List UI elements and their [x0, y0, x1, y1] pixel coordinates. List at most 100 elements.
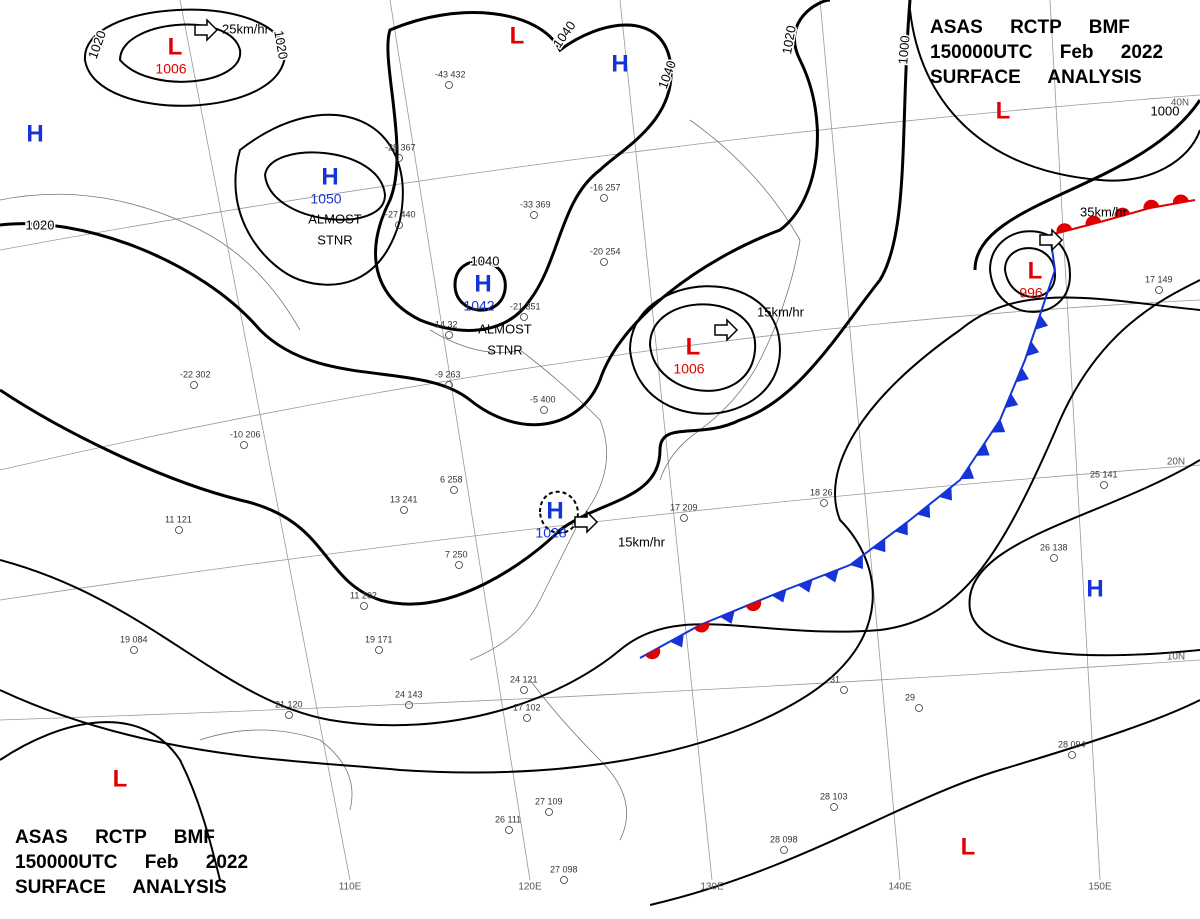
grid-line [389, 0, 531, 881]
station-data: -5 400 [530, 394, 556, 404]
warm-front-symbol [694, 621, 710, 633]
longitude-label: 140E [888, 882, 912, 893]
center-pressure: 1042 [463, 298, 494, 314]
motion-arrow [574, 510, 599, 534]
station-marker [1155, 286, 1163, 294]
coastline [0, 193, 301, 331]
cold-front-symbol [1015, 367, 1029, 383]
station-data: 26 111 [495, 814, 521, 824]
cold-front-symbol [1035, 314, 1049, 330]
grid-line [179, 0, 351, 881]
station-data: 24 143 [395, 689, 423, 699]
station-marker [240, 441, 248, 449]
station-data: -10 206 [230, 429, 261, 439]
station-marker [1068, 751, 1076, 759]
center-pressure: 1028 [535, 525, 566, 541]
station-marker [455, 561, 463, 569]
station-data: 19 171 [365, 634, 393, 644]
station-marker [840, 686, 848, 694]
cold-front-symbol [872, 538, 886, 553]
center-pressure: 1006 [155, 61, 186, 77]
station-marker [285, 711, 293, 719]
cold-front-symbol [771, 589, 787, 603]
station-data: -33 369 [520, 199, 551, 209]
longitude-label: 150E [1088, 882, 1112, 893]
station-marker [505, 826, 513, 834]
isobar [83, 8, 287, 107]
latitude-label: 20N [1167, 457, 1185, 468]
isobar [263, 151, 387, 221]
grid-line [1049, 0, 1101, 881]
motion-label: 25km/hr [222, 21, 270, 36]
center-symbol: L [1028, 257, 1043, 284]
cold-front-symbol [823, 569, 839, 583]
isobar-label: 1000 [895, 35, 912, 65]
station-data: -43 432 [435, 69, 466, 79]
station-marker [820, 499, 828, 507]
station-data: 17 209 [670, 502, 698, 512]
graticule [0, 0, 1200, 881]
station-data: 31 [830, 674, 840, 684]
station-marker [530, 211, 538, 219]
coastline [659, 119, 801, 481]
station-marker [560, 876, 568, 884]
station-data: 13 241 [390, 494, 418, 504]
fronts [639, 194, 1196, 660]
cold-front-symbol [991, 419, 1006, 433]
station-marker [1100, 481, 1108, 489]
isobar [648, 303, 757, 392]
motion-arrow [194, 18, 219, 42]
header-line: 150000UTC Feb 2022 [15, 852, 248, 873]
isobar [988, 230, 1072, 313]
station-marker [830, 803, 838, 811]
station-marker [130, 646, 138, 654]
coastlines [0, 119, 801, 841]
warm-front-symbol [1114, 207, 1131, 218]
center-symbol: H [474, 270, 491, 297]
station-marker [445, 81, 453, 89]
note: ALMOST [308, 211, 362, 226]
header-line: SURFACE ANALYSIS [15, 877, 227, 898]
station-data: 28 098 [770, 834, 798, 844]
isobar-label: 1020 [779, 24, 799, 55]
station-marker [1050, 554, 1058, 562]
isobar-label: 1020 [271, 29, 291, 60]
note: STNR [487, 342, 522, 357]
cold-front-symbol [960, 465, 975, 480]
station-data: 18 26 [810, 487, 833, 497]
motion-label: 15km/hr [618, 534, 666, 549]
station-data: 21 120 [275, 699, 303, 709]
cold-front-symbol [1004, 393, 1019, 409]
station-data: 27 098 [550, 864, 578, 874]
isobar [234, 113, 404, 286]
header-line: 150000UTC Feb 2022 [930, 42, 1163, 63]
station-marker [190, 381, 198, 389]
center-symbol: H [546, 497, 563, 524]
isobar [453, 259, 507, 312]
station-marker [175, 526, 183, 534]
isobar [0, 0, 831, 427]
center-symbol: L [996, 97, 1011, 124]
station-marker [520, 313, 528, 321]
station-data: -28 367 [385, 142, 416, 152]
grid-line [619, 0, 713, 881]
center-pressure: 1006 [673, 361, 704, 377]
isobar-label: 1040 [471, 253, 500, 268]
grid-line [0, 94, 1200, 251]
station-data: 27 109 [535, 796, 563, 806]
isobar [909, 9, 1200, 182]
warm-front-symbol [745, 600, 762, 612]
station-marker [405, 701, 413, 709]
isobar [118, 23, 242, 83]
grid-line [819, 0, 901, 881]
station-data: -9 263 [435, 369, 461, 379]
station-marker [780, 846, 788, 854]
station-marker [600, 194, 608, 202]
coastline [529, 679, 627, 841]
station-marker [445, 381, 453, 389]
station-marker [445, 331, 453, 339]
station-data: 28 103 [820, 791, 848, 801]
center-symbol: L [961, 833, 976, 860]
station-marker [375, 646, 383, 654]
